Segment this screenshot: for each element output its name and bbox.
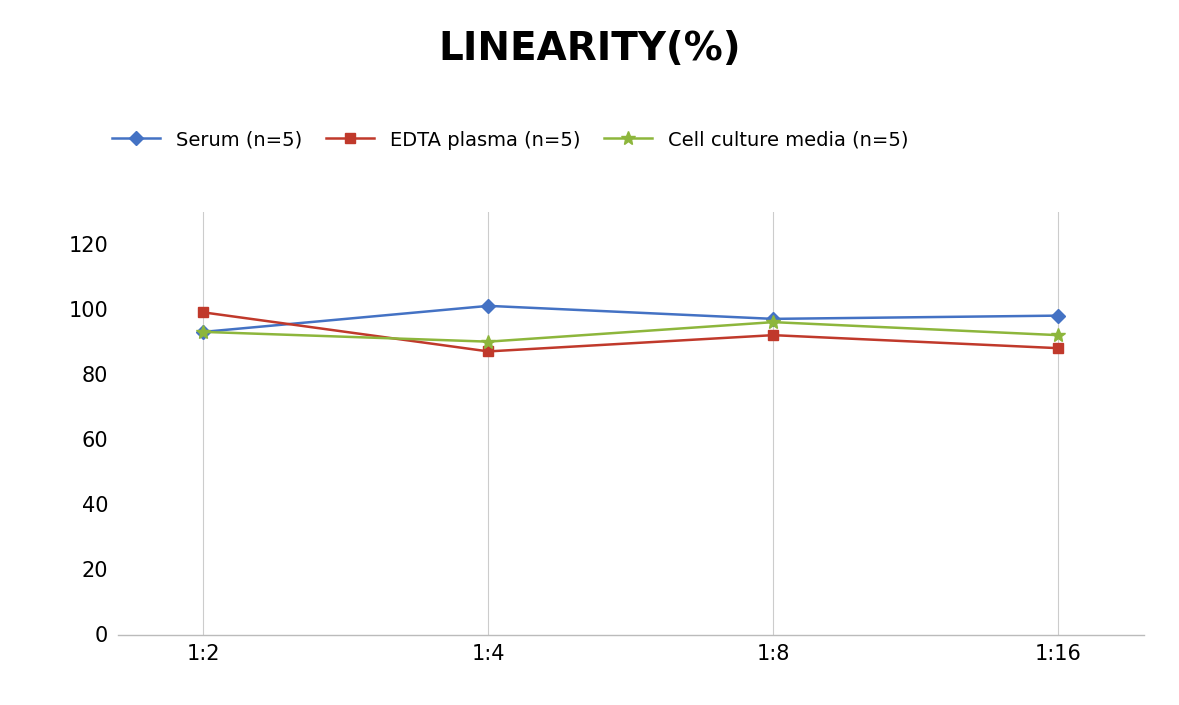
EDTA plasma (n=5) bbox=[196, 308, 210, 317]
Legend: Serum (n=5), EDTA plasma (n=5), Cell culture media (n=5): Serum (n=5), EDTA plasma (n=5), Cell cul… bbox=[104, 123, 916, 157]
Cell culture media (n=5) bbox=[196, 328, 210, 336]
Line: EDTA plasma (n=5): EDTA plasma (n=5) bbox=[198, 307, 1063, 356]
Cell culture media (n=5) bbox=[1052, 331, 1066, 339]
Serum (n=5) bbox=[766, 314, 780, 323]
Cell culture media (n=5) bbox=[481, 338, 495, 346]
Line: Serum (n=5): Serum (n=5) bbox=[198, 301, 1063, 337]
Text: LINEARITY(%): LINEARITY(%) bbox=[439, 30, 740, 68]
EDTA plasma (n=5) bbox=[1052, 344, 1066, 352]
Serum (n=5) bbox=[196, 328, 210, 336]
Line: Cell culture media (n=5): Cell culture media (n=5) bbox=[197, 315, 1065, 348]
EDTA plasma (n=5) bbox=[481, 347, 495, 355]
Cell culture media (n=5) bbox=[766, 318, 780, 326]
Serum (n=5) bbox=[1052, 312, 1066, 320]
Serum (n=5) bbox=[481, 302, 495, 310]
EDTA plasma (n=5) bbox=[766, 331, 780, 339]
